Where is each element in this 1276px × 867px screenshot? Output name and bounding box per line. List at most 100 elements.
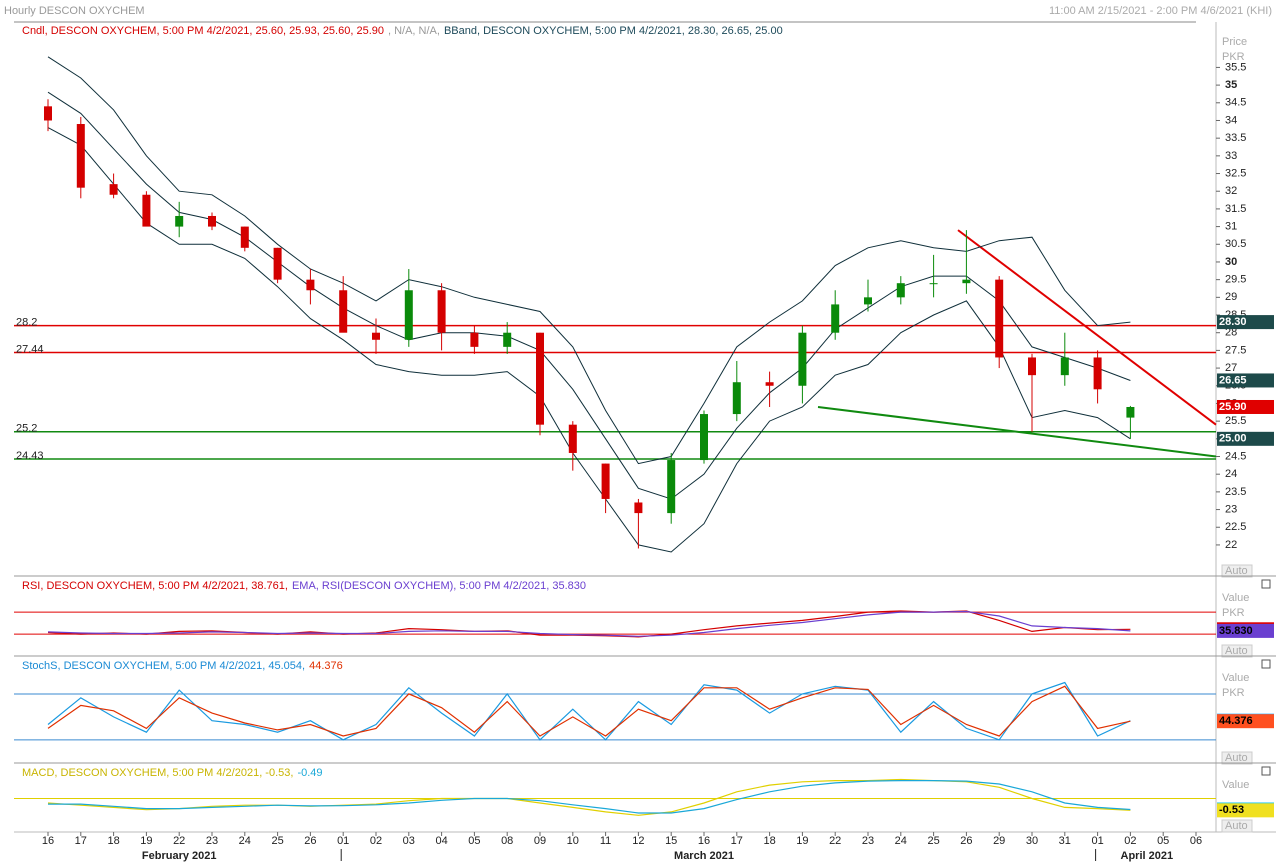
y-tick-label: 24.5 <box>1225 450 1246 462</box>
x-tick-label: 18 <box>107 835 119 847</box>
x-tick-label: 25 <box>271 835 283 847</box>
series-line <box>48 780 1131 814</box>
candle-body <box>929 283 938 285</box>
y-tick-label: 33.5 <box>1225 132 1246 144</box>
candle-body <box>470 332 479 347</box>
panel-button <box>1261 766 1271 776</box>
y-tick-label: 28 <box>1225 327 1237 339</box>
legend: Cndl, DESCON OXYCHEM, 5:00 PM 4/2/2021, … <box>22 25 783 37</box>
candle-body <box>208 215 216 227</box>
legend-entry: EMA, RSI(DESCON OXYCHEM), 5:00 PM 4/2/20… <box>292 580 586 592</box>
candle-body <box>306 279 315 291</box>
trend-line <box>957 229 1217 426</box>
value-marker-label: 44.376 <box>1219 715 1253 727</box>
candle-body <box>44 106 52 121</box>
x-tick-label: 22 <box>829 835 841 847</box>
x-tick-label: 01 <box>337 835 349 847</box>
legend: MACD, DESCON OXYCHEM, 5:00 PM 4/2/2021, … <box>22 767 323 779</box>
x-tick-label: 16 <box>698 835 710 847</box>
x-tick-label: 11 <box>600 835 611 847</box>
x-tick-label: 19 <box>796 835 808 847</box>
axis-label: Value <box>1222 592 1249 604</box>
month-label: March 2021 <box>674 850 734 862</box>
candle-body <box>601 463 610 499</box>
value-marker <box>1217 399 1274 414</box>
y-tick-label: 24 <box>1225 468 1237 480</box>
candle-body <box>962 279 971 284</box>
legend-entry: -0.49 <box>297 767 322 779</box>
x-tick-label: 17 <box>75 835 87 847</box>
y-tick-label: 27 <box>1225 362 1237 374</box>
candle-body <box>339 290 348 333</box>
candle-body <box>831 304 840 333</box>
x-tick-label: 23 <box>206 835 218 847</box>
auto-label: Auto <box>1225 645 1248 657</box>
series-line <box>47 56 1131 465</box>
series-line <box>47 91 1131 500</box>
value-marker <box>1217 714 1274 729</box>
trend-line <box>817 405 1217 458</box>
x-tick-label: 18 <box>763 835 775 847</box>
candle-body <box>175 215 184 227</box>
x-tick-label: 25 <box>927 835 939 847</box>
x-tick-label: 26 <box>960 835 972 847</box>
value-marker <box>1217 431 1274 446</box>
candle-body <box>142 194 151 227</box>
date-range: 11:00 AM 2/15/2021 - 2:00 PM 4/6/2021 (K… <box>1049 5 1272 17</box>
axis-label: Value <box>1222 672 1249 684</box>
candle-body <box>536 332 544 425</box>
y-tick-label: 35.5 <box>1225 61 1246 73</box>
candle-body <box>76 124 85 188</box>
candle-body <box>995 279 1004 358</box>
x-tick-label: 02 <box>370 835 382 847</box>
x-tick-label: 15 <box>665 835 677 847</box>
x-tick-label: 22 <box>173 835 185 847</box>
x-tick-label: 09 <box>534 835 546 847</box>
candle-body <box>1028 357 1036 376</box>
series-line <box>47 610 1131 637</box>
candle-body <box>109 184 118 195</box>
legend-entry: , N/A, N/A, <box>388 25 440 37</box>
x-tick-label: 03 <box>403 835 415 847</box>
candle-body <box>1060 357 1069 376</box>
series-line <box>47 685 1131 737</box>
x-tick-label: 23 <box>862 835 874 847</box>
y-tick-label: 27.5 <box>1225 344 1246 356</box>
auto-button <box>1221 564 1253 578</box>
axis-label: PKR <box>1222 687 1245 699</box>
y-tick-label: 32 <box>1225 185 1237 197</box>
y-tick-label: 31 <box>1225 220 1237 232</box>
auto-label: Auto <box>1225 752 1248 764</box>
y-tick-label: 29 <box>1225 291 1237 303</box>
series-line <box>47 127 1131 553</box>
candle-body <box>667 460 676 514</box>
panel-button <box>1261 579 1271 589</box>
legend: RSI, DESCON OXYCHEM, 5:00 PM 4/2/2021, 3… <box>22 580 586 592</box>
x-tick-label: 26 <box>304 835 316 847</box>
x-tick-label: 24 <box>895 835 907 847</box>
value-marker-label: 25.00 <box>1219 433 1247 445</box>
candle-body <box>404 290 413 340</box>
horizontal-line-label: 27.44 <box>16 344 44 356</box>
candle-body <box>700 414 708 461</box>
horizontal-line-label: 28.2 <box>16 317 37 329</box>
value-marker-label: 35.830 <box>1219 625 1253 637</box>
x-tick-label: 08 <box>501 835 513 847</box>
y-tick-label: 30 <box>1225 256 1237 268</box>
value-marker <box>1217 803 1274 818</box>
x-tick-label: 19 <box>140 835 152 847</box>
axis-label: Price <box>1222 36 1247 48</box>
x-tick-label: 16 <box>42 835 54 847</box>
y-tick-label: 23 <box>1225 503 1237 515</box>
value-marker-label: 26.65 <box>1219 374 1247 386</box>
candle-body <box>765 382 774 386</box>
y-tick-label: 33 <box>1225 150 1237 162</box>
y-tick-label: 31.5 <box>1225 203 1246 215</box>
axis-label: Value <box>1222 779 1249 791</box>
y-tick-label: 23.5 <box>1225 486 1246 498</box>
horizontal-line-label: 24.43 <box>16 450 44 462</box>
legend-entry: Cndl, DESCON OXYCHEM, 5:00 PM 4/2/2021, … <box>22 25 384 37</box>
x-tick-label: 01 <box>1091 835 1103 847</box>
y-tick-label: 34.5 <box>1225 97 1246 109</box>
